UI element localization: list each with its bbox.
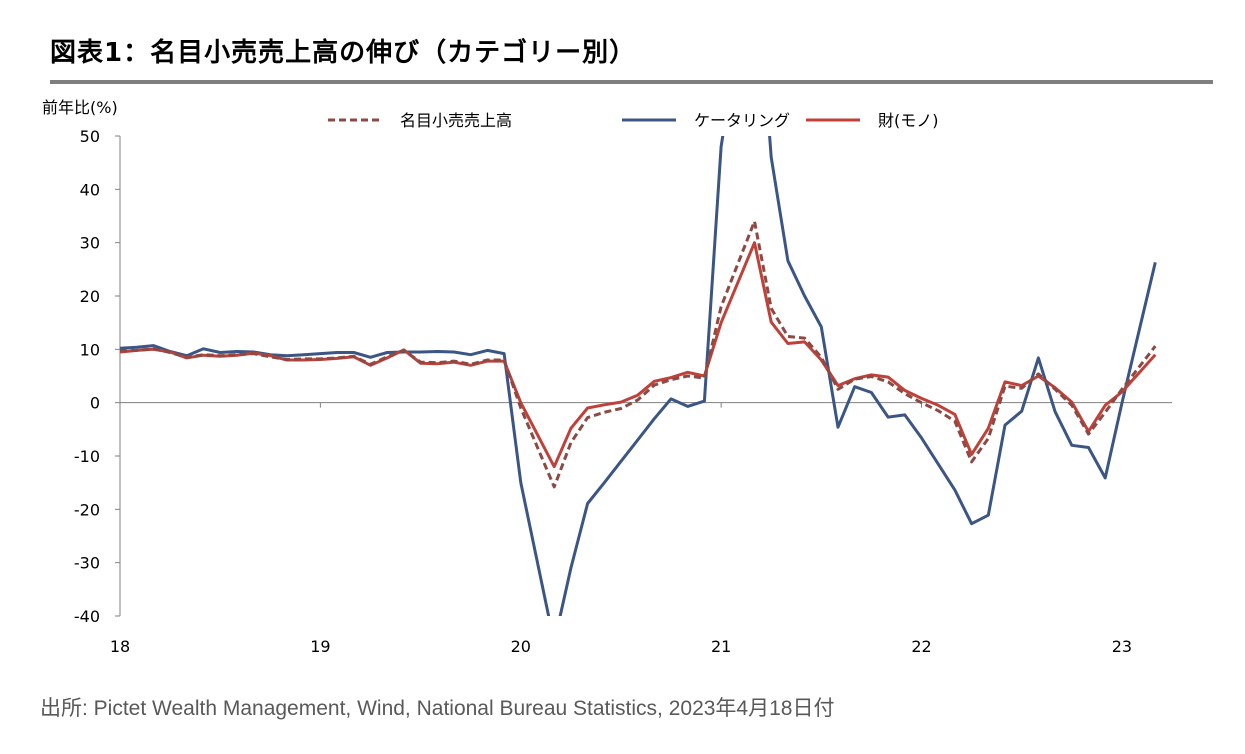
x-tick-label: 20 bbox=[511, 637, 531, 656]
legend-label-2: 財(モノ) bbox=[878, 111, 939, 130]
series-line-1 bbox=[119, 136, 1157, 616]
y-tick-label: 40 bbox=[80, 180, 100, 199]
y-tick-label: -20 bbox=[74, 500, 100, 519]
series-line-0 bbox=[119, 219, 1157, 489]
legend-label-1: ケータリング bbox=[694, 111, 790, 130]
source-note: 出所: Pictet Wealth Management, Wind, Nati… bbox=[40, 697, 835, 720]
legend-label-0: 名目小売売上高 bbox=[400, 111, 512, 130]
y-tick-label: 50 bbox=[80, 127, 100, 146]
y-tick-label: 30 bbox=[80, 234, 100, 253]
y-tick-label: 0 bbox=[90, 394, 100, 413]
y-tick-label: 10 bbox=[80, 340, 100, 359]
chart-title: 図表1：名目小売売上高の伸び（カテゴリー別） bbox=[50, 38, 637, 68]
x-tick-label: 21 bbox=[711, 637, 731, 656]
y-tick-label: -30 bbox=[74, 554, 100, 573]
x-tick-label: 19 bbox=[310, 637, 330, 656]
title-divider bbox=[50, 80, 1213, 84]
x-tick-label: 23 bbox=[1112, 637, 1132, 656]
y-tick-label: -40 bbox=[74, 607, 100, 626]
x-tick-label: 18 bbox=[110, 637, 130, 656]
y-tick-label: 20 bbox=[80, 287, 100, 306]
x-tick-label: 22 bbox=[911, 637, 931, 656]
y-tick-label: -10 bbox=[74, 447, 100, 466]
y-axis-label: 前年比(%) bbox=[42, 98, 118, 117]
